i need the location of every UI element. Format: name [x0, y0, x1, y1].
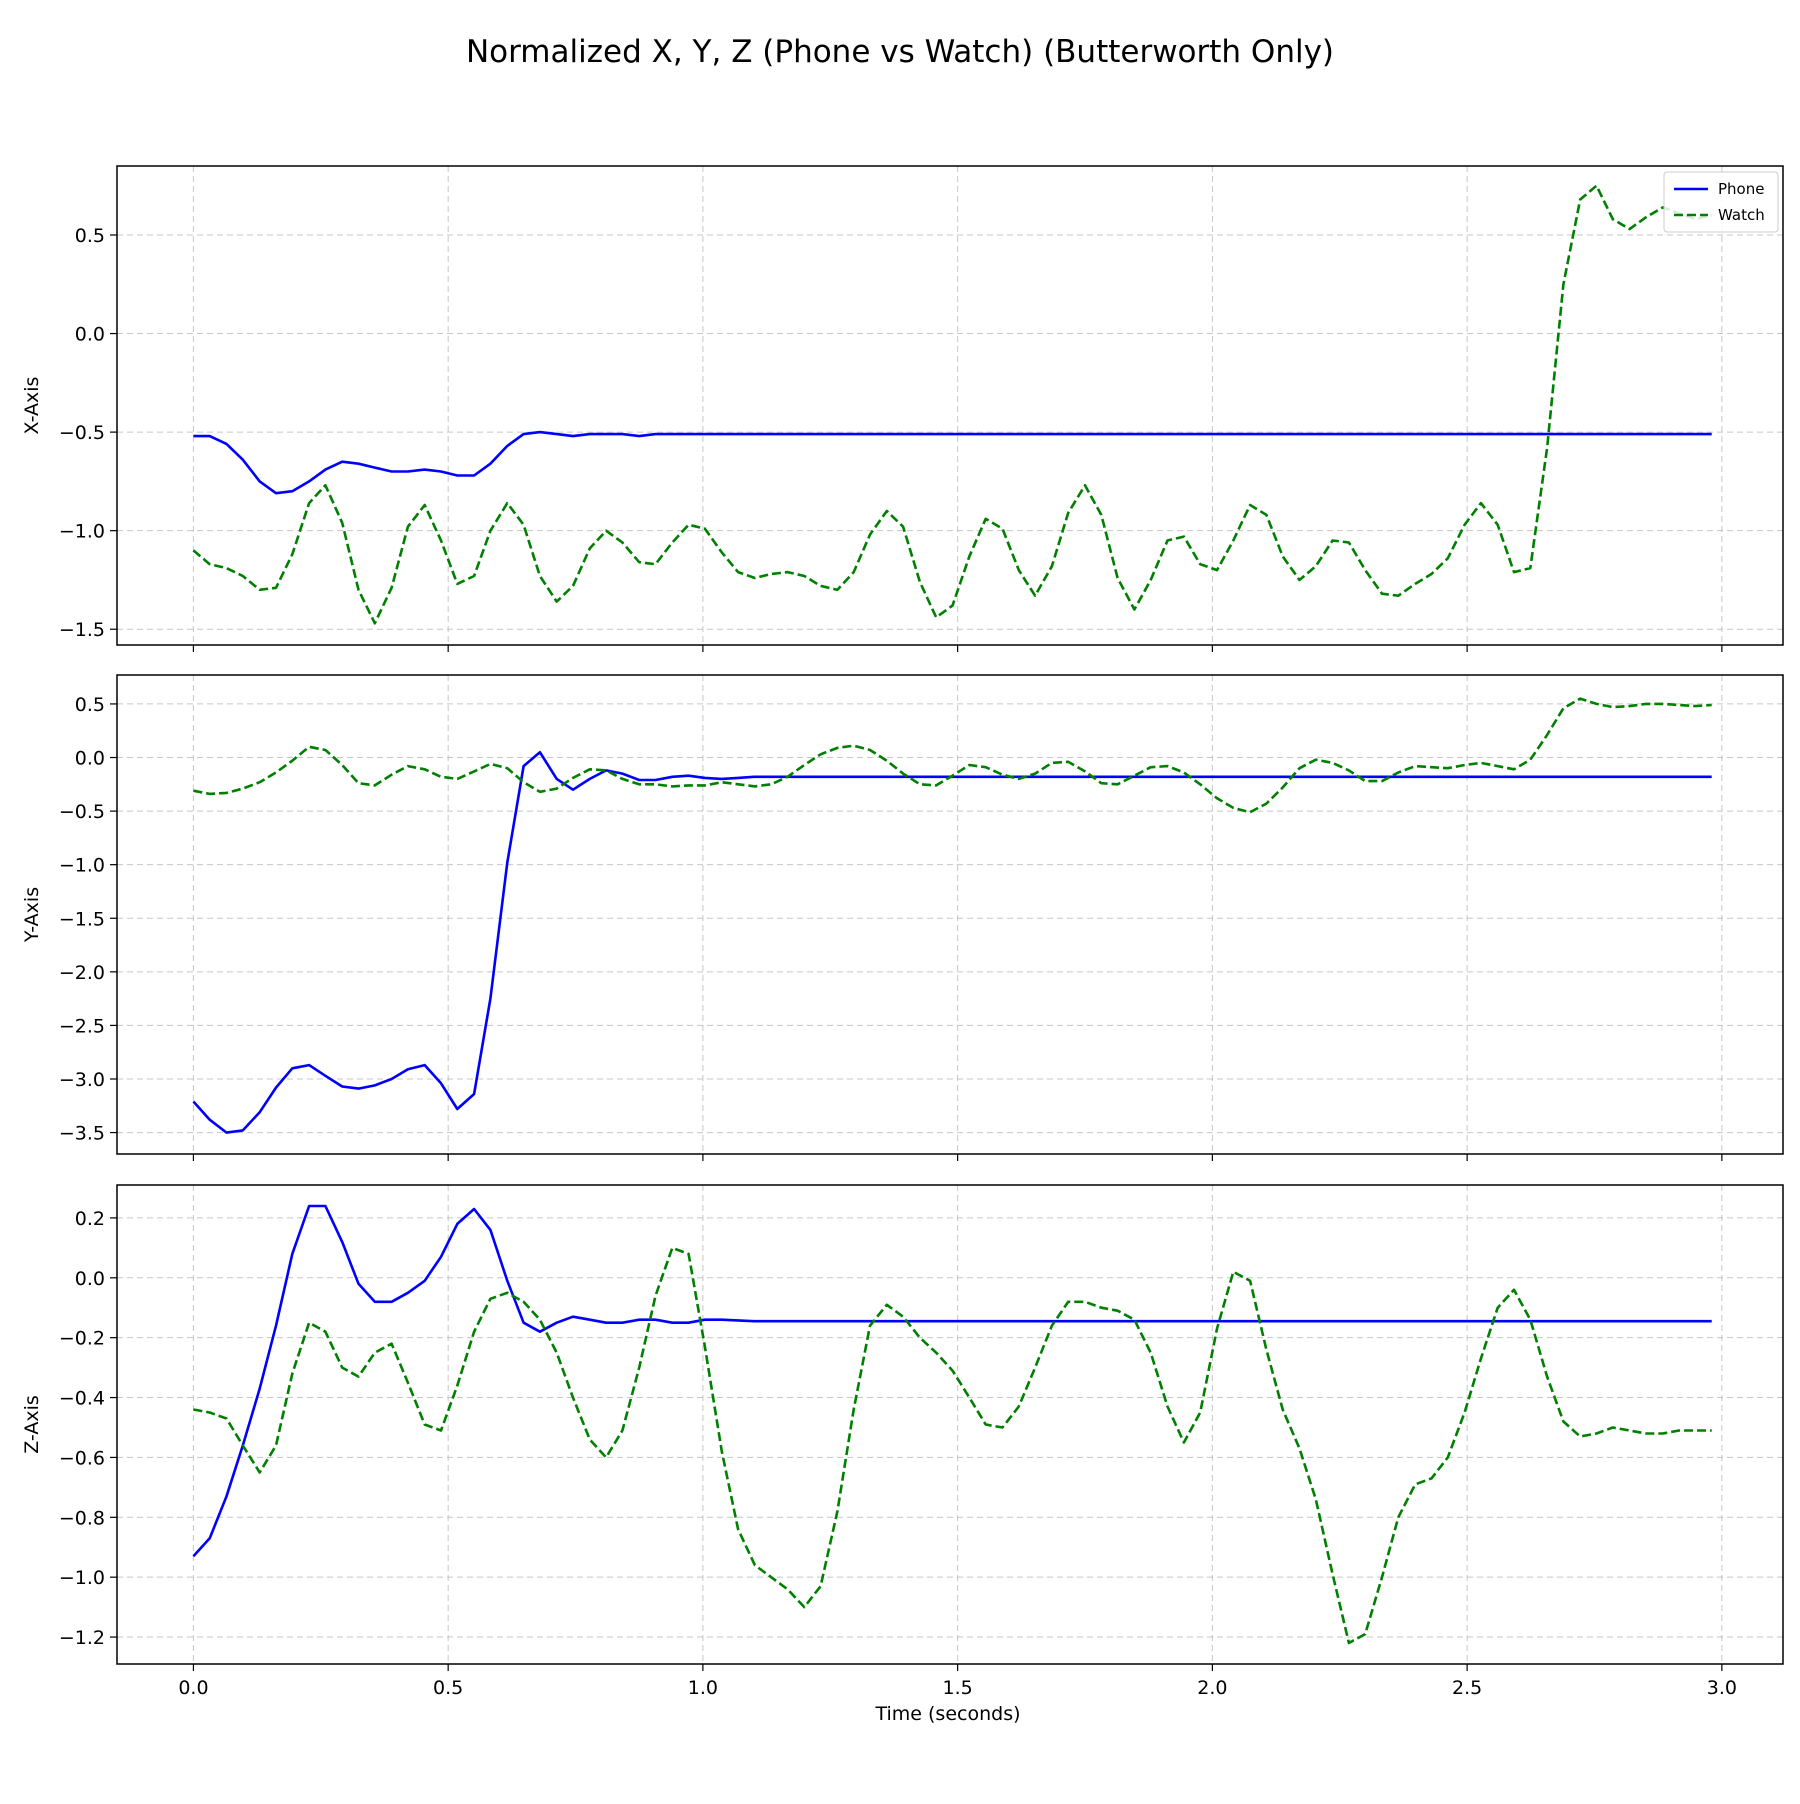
- y-axis-ylabel: Y-Axis: [21, 887, 43, 943]
- legend: Phone Watch: [1663, 171, 1779, 233]
- y-y-tick-label: −3.5: [59, 1123, 105, 1145]
- legend-watch-label: Watch: [1718, 206, 1765, 224]
- x-watch-line: [192, 184, 1713, 625]
- x-y-tick-label: −1.0: [59, 521, 105, 543]
- y-y-tick-label: −1.0: [59, 855, 105, 877]
- figure-title: Normalized X, Y, Z (Phone vs Watch) (But…: [466, 34, 1334, 70]
- z-axis-ylabel: Z-Axis: [21, 1395, 43, 1454]
- z-axis-subplot: 0.0 0.5 1.0 1.5 2.0 2.5 3.0 −1.2 −1.0 −0.8 −0.6 −0.…: [21, 1184, 1784, 1699]
- x-tick-label: 0.5: [433, 1677, 463, 1699]
- y-y-tick-label: −2.0: [59, 962, 105, 984]
- x-axis-label: Time (seconds): [874, 1703, 1020, 1725]
- z-axes-frame: [116, 1184, 1784, 1665]
- x-phone-line: [193, 430, 1712, 495]
- subplot-panels: −1.5−1.0−0.50.00.5X-AxisPhoneWatch−3.5−3…: [21, 165, 1784, 1699]
- x-y-tick-label: 0.0: [75, 324, 105, 346]
- y-y-tick-label: −1.5: [59, 908, 105, 930]
- x-y-tick-label: 0.5: [75, 225, 105, 247]
- legend-phone-label: Phone: [1718, 180, 1764, 198]
- y-phone-line: [192, 750, 1712, 1134]
- z-y-tick-label: −0.8: [59, 1507, 105, 1529]
- y-axes-frame: [116, 674, 1784, 1155]
- x-axes-frame: [116, 165, 1784, 646]
- z-y-tick-label: −0.4: [59, 1388, 105, 1410]
- z-y-tick-label: −1.2: [59, 1627, 105, 1649]
- z-y-tick-label: −0.6: [59, 1447, 105, 1469]
- x-tick-label: 3.0: [1707, 1677, 1737, 1699]
- z-y-tick-label: −1.0: [59, 1567, 105, 1589]
- x-y-tick-label: −1.5: [59, 619, 105, 641]
- legend-box: [1663, 171, 1779, 233]
- y-y-tick-label: −3.0: [59, 1069, 105, 1091]
- y-y-tick-label: −2.5: [59, 1015, 105, 1037]
- y-y-tick-label: −0.5: [59, 801, 105, 823]
- z-y-tick-label: 0.0: [75, 1268, 105, 1290]
- x-axis-ylabel: X-Axis: [21, 377, 43, 435]
- x-y-tick-label: −0.5: [59, 422, 105, 444]
- z-watch-line: [193, 1246, 1712, 1645]
- y-y-tick-label: 0.0: [75, 748, 105, 770]
- y-axis-subplot: −3.5 −3.0 −2.5 −2.0 −1.5 −1.0 −0.5 0.0 0.5 Y-Axis: [21, 674, 1784, 1161]
- x-tick-label: 1.0: [688, 1677, 718, 1699]
- y-watch-line: [193, 697, 1712, 814]
- z-phone-line: [192, 1204, 1712, 1558]
- x-tick-label: 1.5: [943, 1677, 973, 1699]
- x-tick-label: 2.5: [1452, 1677, 1482, 1699]
- x-tick-label: 0.0: [178, 1677, 208, 1699]
- z-y-tick-label: 0.2: [75, 1208, 105, 1230]
- z-y-tick-label: −0.2: [59, 1328, 105, 1350]
- x-axis-subplot: −1.5 −1.0 −0.5 0.0 0.5 X-Axis Phone Watch: [21, 165, 1784, 652]
- x-tick-label: 2.0: [1197, 1677, 1227, 1699]
- y-y-tick-label: 0.5: [75, 694, 105, 716]
